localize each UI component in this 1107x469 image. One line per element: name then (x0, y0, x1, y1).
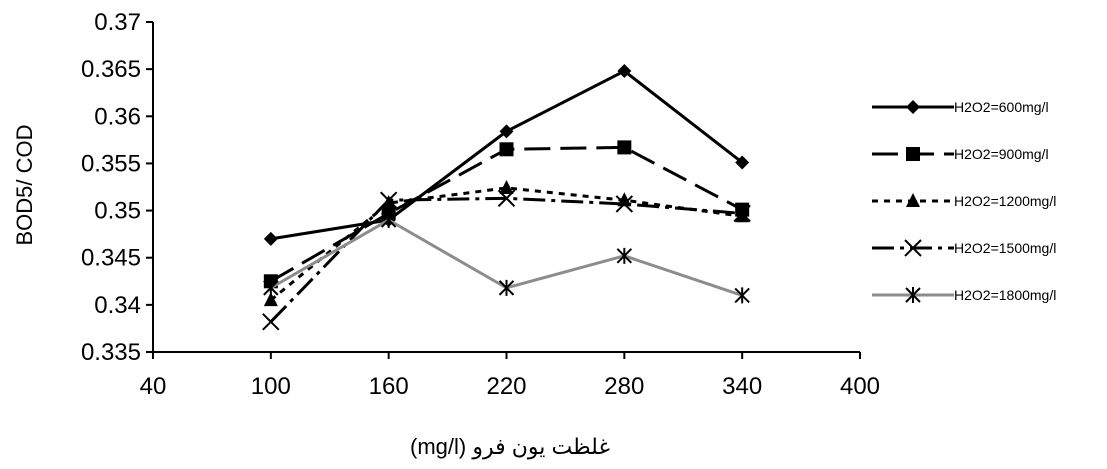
legend-label: H2O2=600mg/l (954, 99, 1049, 115)
y-tick-label: 0.365 (81, 56, 141, 83)
data-point (617, 140, 632, 155)
legend-item: H2O2=1500mg/l (872, 239, 1056, 257)
y-tick-label: 0.335 (81, 339, 141, 366)
data-point (263, 292, 278, 307)
legend-label: H2O2=1500mg/l (954, 240, 1056, 256)
data-point (262, 313, 280, 331)
series-5 (263, 212, 750, 304)
legend: H2O2=600mg/l H2O2=900mg/l H2O2=1200mg/l H2O… (872, 99, 1056, 303)
data-point (499, 179, 514, 194)
x-tick-label: 400 (840, 373, 880, 400)
data-point (615, 195, 634, 213)
legend-label: H2O2=900mg/l (954, 146, 1049, 162)
x-tick-label: 220 (486, 373, 526, 400)
y-tick-label: 0.355 (81, 150, 141, 177)
data-point (497, 189, 516, 208)
x-tick-label: 40 (140, 373, 167, 400)
legend-label: H2O2=1200mg/l (954, 193, 1056, 209)
series-line (270, 145, 743, 283)
data-point (498, 279, 515, 296)
x-axis-title: غلظت یون فرو (mg/l) (410, 434, 610, 459)
series-line (269, 186, 743, 302)
data-point (263, 279, 279, 296)
data-point (380, 212, 397, 228)
legend-marker (906, 100, 920, 114)
x-tick-label: 160 (369, 373, 409, 400)
y-tick-label: 0.35 (94, 198, 141, 225)
legend-label: H2O2=1800mg/l (954, 287, 1056, 303)
legend-item: H2O2=900mg/l (872, 146, 1049, 162)
y-tick-label: 0.34 (94, 292, 141, 319)
data-point (733, 204, 751, 223)
series-4 (262, 189, 751, 331)
y-tick-label: 0.345 (81, 245, 141, 272)
x-tick-label: 280 (604, 373, 644, 400)
y-tick-label: 0.36 (94, 103, 141, 130)
series-2 (263, 140, 750, 289)
x-tick-label: 340 (722, 373, 762, 400)
data-point (734, 287, 750, 304)
legend-marker (904, 239, 922, 257)
series-line (269, 196, 743, 323)
data-point (616, 247, 633, 264)
y-axis-title: BOD5/ COD (12, 124, 37, 245)
legend-marker (906, 193, 920, 207)
x-axis-ticks: 40 100 160 220 280 340 400 (140, 352, 880, 400)
legend-marker (905, 287, 921, 303)
data-point (379, 191, 398, 209)
data-point (617, 64, 632, 79)
legend-item: H2O2=1200mg/l (872, 193, 1056, 209)
legend-item: H2O2=1800mg/l (872, 287, 1056, 303)
data-point (499, 142, 514, 157)
data-point (499, 124, 514, 139)
series-layer (262, 64, 751, 331)
legend-marker (906, 147, 920, 161)
data-point (735, 208, 750, 223)
data-point (735, 155, 750, 170)
x-tick-label: 100 (251, 373, 291, 400)
data-point (263, 231, 278, 246)
y-tick-label: 0.37 (94, 9, 141, 36)
legend-item: H2O2=600mg/l (872, 99, 1049, 115)
y-axis-ticks: 0.335 0.34 0.345 0.35 0.355 0.36 0.365 0.37 (81, 9, 153, 366)
